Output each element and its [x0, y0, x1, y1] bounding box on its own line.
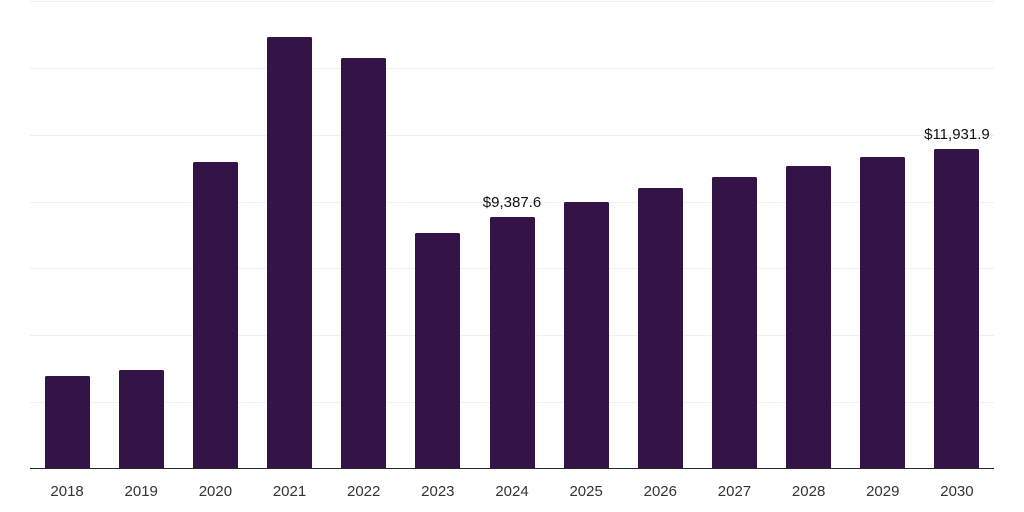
bar-2030[interactable]: [934, 148, 980, 468]
x-tick-label-2021: 2021: [272, 483, 307, 500]
plot-area: $9,387.6 $11,931.9: [30, 1, 994, 469]
x-tick-label-2026: 2026: [643, 483, 677, 500]
bar-2023[interactable]: [415, 233, 461, 468]
bar-2029[interactable]: [860, 156, 906, 468]
bar-2022[interactable]: [341, 57, 387, 468]
bar-2026[interactable]: [637, 188, 683, 468]
x-tick-label-2027: 2027: [717, 483, 752, 500]
x-tick-label-2028: 2028: [791, 483, 826, 500]
x-tick-label-2020: 2020: [198, 483, 233, 500]
data-label-2030: $11,931.9: [924, 125, 990, 143]
x-tick-label-2023: 2023: [421, 483, 455, 500]
bar-2024[interactable]: [489, 216, 535, 468]
bar-2019[interactable]: [118, 370, 164, 468]
gridline: [30, 201, 994, 203]
bar-2027[interactable]: [711, 177, 757, 468]
data-label-2024: $9,387.6: [482, 193, 542, 211]
gridline: [30, 1, 994, 2]
x-tick-label-2022: 2022: [347, 483, 381, 500]
bar-2021[interactable]: [267, 37, 313, 468]
x-tick-label-2019: 2019: [124, 483, 158, 500]
gridline: [30, 134, 994, 136]
x-tick-label-2029: 2029: [866, 483, 900, 500]
bar-2018[interactable]: [44, 376, 90, 468]
bar-2028[interactable]: [786, 166, 832, 468]
gridline: [30, 67, 994, 69]
x-tick-label-2024: 2024: [495, 483, 529, 500]
x-tick-label-2030: 2030: [940, 483, 974, 500]
bar-2025[interactable]: [563, 202, 609, 468]
x-axis: 2018 2019 2020 2021 2022 2023 2024 2025 2026 2027…: [30, 483, 994, 505]
x-tick-label-2018: 2018: [50, 483, 84, 500]
bar-2020[interactable]: [192, 162, 238, 468]
x-tick-label-2025: 2025: [569, 483, 603, 500]
